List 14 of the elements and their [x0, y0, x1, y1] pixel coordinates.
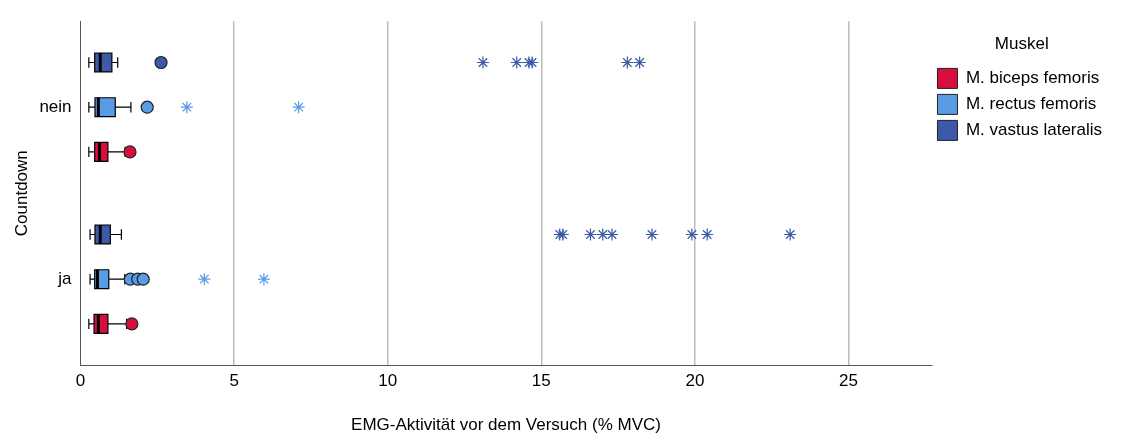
- x-tick-label: 25: [839, 371, 858, 391]
- x-tick-label: 15: [531, 371, 551, 391]
- legend-label: M. biceps femoris: [965, 68, 1100, 88]
- x-tick-label: 20: [685, 371, 705, 391]
- legend-title: Muskel: [994, 34, 1049, 54]
- x-tick-label: 10: [378, 371, 398, 391]
- x-axis-title: EMG-Aktivität vor dem Versuch (% MVC): [351, 415, 661, 435]
- x-tick-label: 0: [75, 371, 86, 391]
- y-tick-label: ja: [57, 268, 73, 288]
- y-tick-label: nein: [39, 96, 72, 116]
- x-tick-label: 5: [229, 371, 239, 391]
- legend-label: M. vastus lateralis: [965, 120, 1103, 140]
- legend-label: M. rectus femoris: [965, 94, 1097, 114]
- y-axis-title: Countdown: [11, 150, 31, 237]
